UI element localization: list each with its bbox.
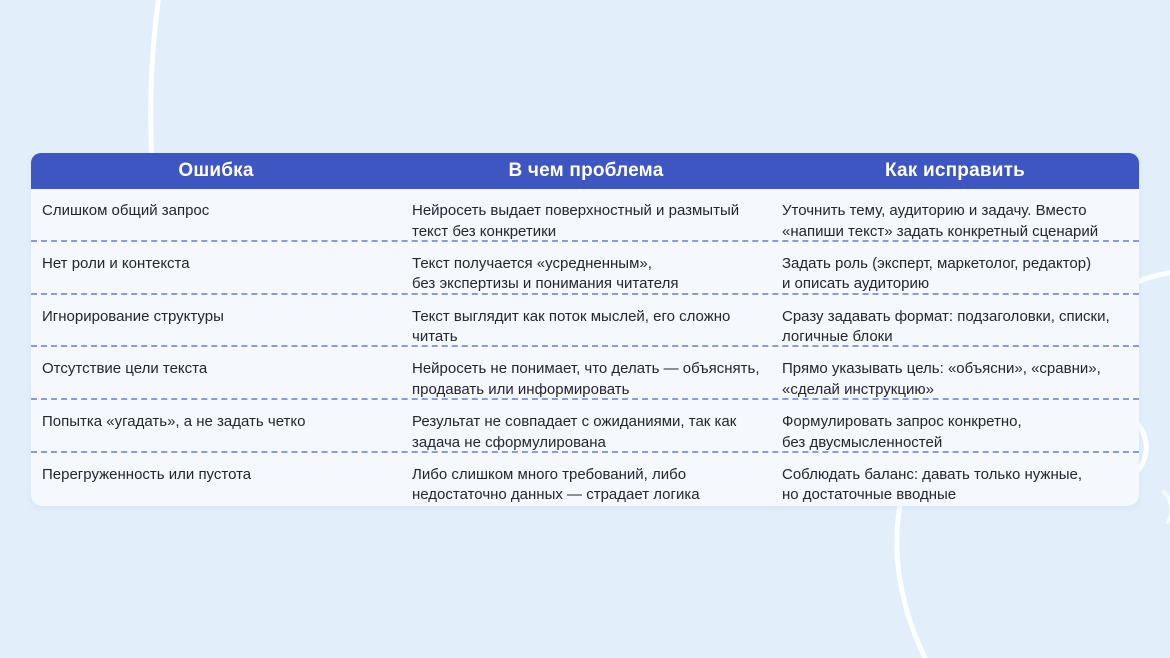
cell-problem: Либо слишком много требований, либо недо… <box>412 465 700 504</box>
cell-problem: Нейросеть выдает поверхностный и размыты… <box>412 202 740 240</box>
table-row: Нет роли и контекста Текст получается «у… <box>31 242 1139 295</box>
header-cell-problem: В чем проблема <box>508 160 664 181</box>
cell-fix: Соблюдать баланс: давать только нужные, … <box>782 465 1083 504</box>
cell-error: Попытка «угадать», а не задать четко <box>42 413 306 431</box>
cell-problem: Текст получается «усредненным», без эксп… <box>412 254 679 293</box>
cell-problem: Текст выглядит как поток мыслей, его сло… <box>412 307 731 346</box>
table-row: Отсутствие цели текста Нейросеть не пони… <box>31 347 1139 401</box>
header-cell-fix: Как исправить <box>884 160 1026 181</box>
cell-error: Перегруженность или пустота <box>42 465 252 483</box>
cell-problem: Результат не совпадает с ожиданиями, так… <box>412 413 737 451</box>
cell-fix: Формулировать запрос конкретно, без двус… <box>782 413 1022 451</box>
cell-fix: Прямо указывать цель: «объясни», «сравни… <box>782 360 1101 398</box>
cell-fix: Уточнить тему, аудиторию и задачу. Вмест… <box>782 202 1099 240</box>
header-cell-error: Ошибка <box>178 160 254 181</box>
table-row: Попытка «угадать», а не задать четко Рез… <box>31 400 1139 453</box>
table-row: Слишком общий запрос Нейросеть выдает по… <box>31 189 1139 242</box>
errors-table: Ошибка В чем проблема Как исправить Слиш… <box>31 153 1139 506</box>
table-header-row: Ошибка В чем проблема Как исправить <box>31 153 1139 189</box>
cell-error: Отсутствие цели текста <box>42 360 208 378</box>
cell-error: Слишком общий запрос <box>42 202 210 219</box>
table-row: Перегруженность или пустота Либо слишком… <box>31 453 1139 506</box>
cell-problem: Нейросеть не понимает, что делать — объя… <box>412 360 760 398</box>
cell-error: Нет роли и контекста <box>42 254 190 272</box>
table-row: Игнорирование структуры Текст выглядит к… <box>31 295 1139 348</box>
table-body: Слишком общий запрос Нейросеть выдает по… <box>31 189 1139 506</box>
cell-fix: Сразу задавать формат: подзаголовки, спи… <box>782 307 1110 346</box>
cell-fix: Задать роль (эксперт, маркетолог, редакт… <box>782 254 1092 293</box>
cell-error: Игнорирование структуры <box>42 307 224 325</box>
